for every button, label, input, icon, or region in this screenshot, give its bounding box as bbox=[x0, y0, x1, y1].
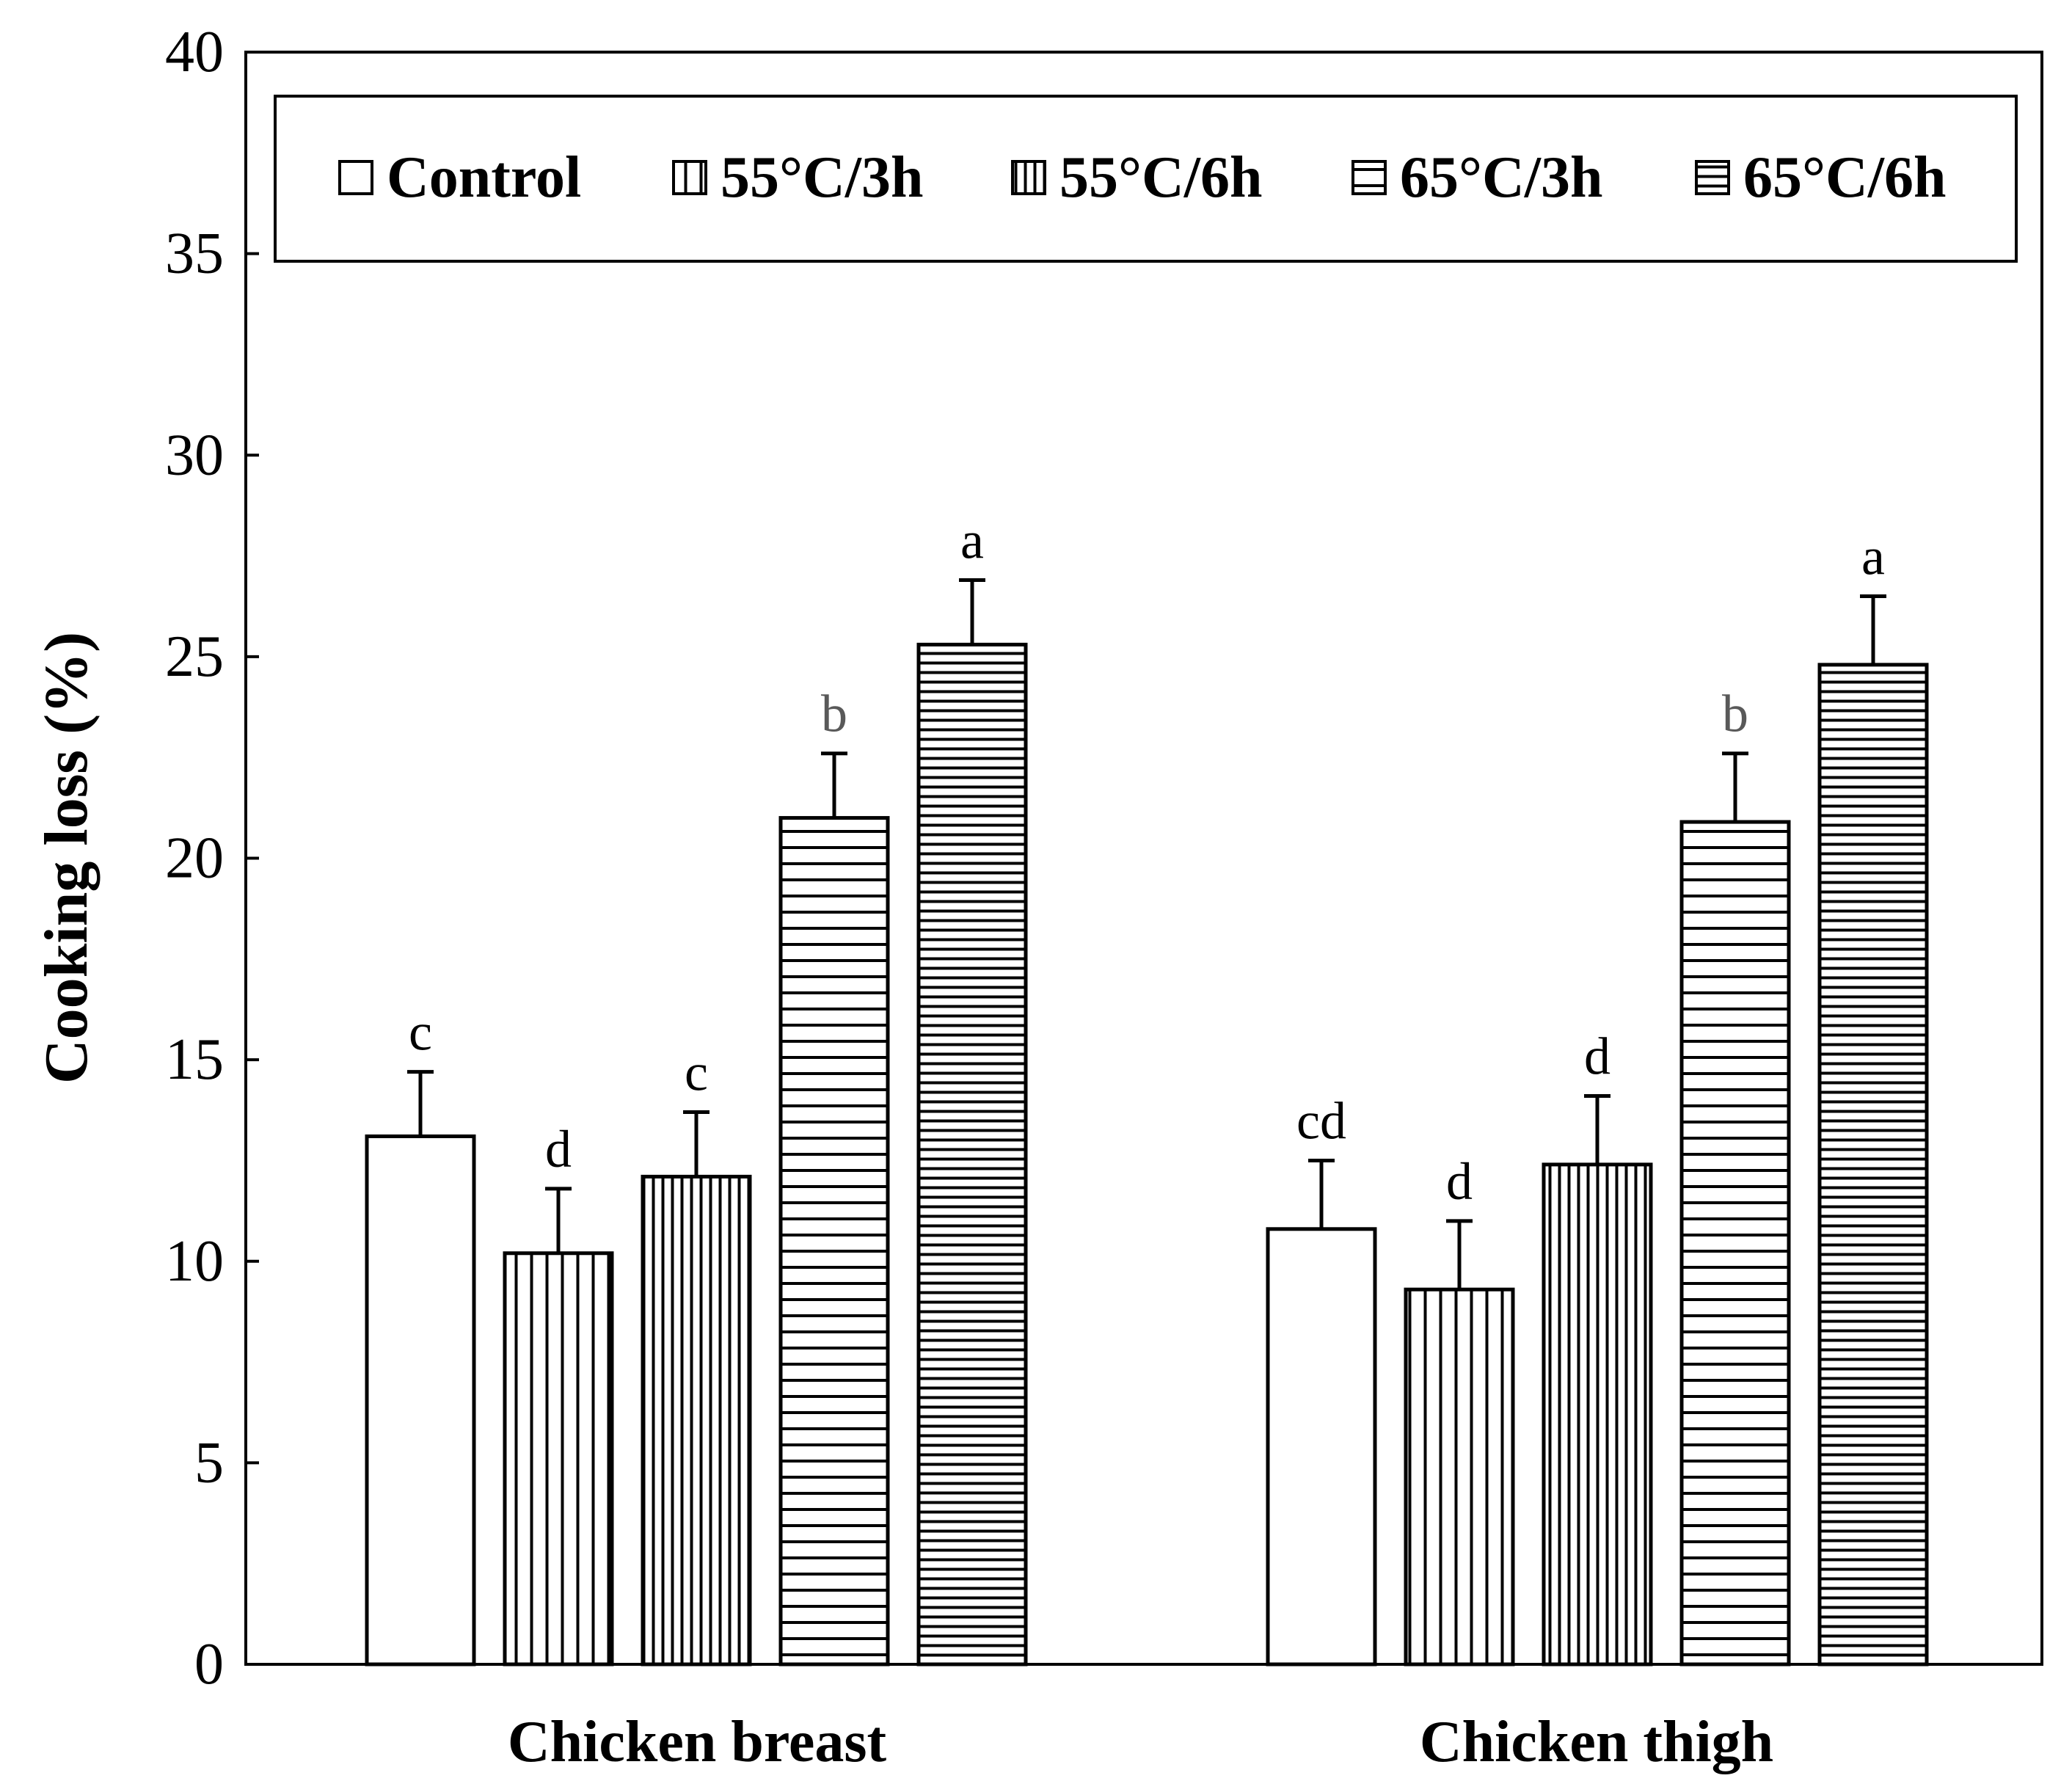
bar-chicken-breast-55c-6h bbox=[641, 1174, 752, 1667]
legend-label-55c-3h: 55°C/3h bbox=[721, 145, 923, 210]
bar-chicken-thigh-65c-6h bbox=[1817, 663, 1929, 1667]
significance-letter-chicken-thigh-65c-3h: b bbox=[1722, 685, 1748, 743]
y-tick-label-35: 35 bbox=[165, 222, 224, 286]
significance-letter-chicken-thigh-55c-6h: d bbox=[1584, 1027, 1610, 1086]
significance-letter-chicken-breast-65c-3h: b bbox=[821, 685, 847, 743]
legend-label-55c-6h: 55°C/6h bbox=[1059, 145, 1262, 210]
significance-letter-chicken-breast-55c-3h: d bbox=[545, 1120, 572, 1179]
legend-swatch-65c-3h bbox=[1351, 160, 1387, 195]
y-axis-label: Cooking loss (%) bbox=[32, 632, 101, 1084]
legend-item-55c-6h: 55°C/6h bbox=[1011, 145, 1262, 210]
bar-chicken-breast-control bbox=[365, 1134, 476, 1667]
legend-label-control: Control bbox=[387, 145, 581, 210]
legend-item-control: Control bbox=[338, 145, 581, 210]
y-tick-label-40: 40 bbox=[165, 20, 224, 84]
legend-swatch-55c-3h bbox=[672, 160, 707, 195]
bar-chicken-breast-65c-6h bbox=[916, 642, 1028, 1667]
legend-swatch-65c-6h bbox=[1695, 160, 1730, 195]
y-tick-label-10: 10 bbox=[165, 1229, 224, 1294]
y-tick-label-15: 15 bbox=[165, 1027, 224, 1092]
bar-chicken-thigh-55c-3h bbox=[1404, 1287, 1515, 1667]
significance-letter-chicken-breast-65c-6h: a bbox=[960, 511, 984, 570]
y-tick-label-30: 30 bbox=[165, 423, 224, 487]
y-tick-label-5: 5 bbox=[194, 1430, 224, 1495]
y-tick-label-25: 25 bbox=[165, 624, 224, 689]
y-axis: 0 5 10 15 20 25 30 35 40 bbox=[165, 20, 259, 1697]
legend: Control 55°C/3h 55°C/6h 65°C/3h 65°C/6h bbox=[274, 95, 2018, 263]
legend-label-65c-6h: 65°C/6h bbox=[1743, 145, 1946, 210]
legend-item-55c-3h: 55°C/3h bbox=[672, 145, 923, 210]
bar-chicken-breast-55c-3h bbox=[503, 1251, 614, 1667]
legend-swatch-55c-6h bbox=[1011, 160, 1046, 195]
y-tick-label-20: 20 bbox=[165, 826, 224, 891]
x-tick-label-chicken-thigh: Chicken thigh bbox=[1420, 1710, 1773, 1774]
bar-chicken-thigh-55c-6h bbox=[1542, 1162, 1653, 1667]
bar-chicken-thigh-control bbox=[1266, 1227, 1377, 1667]
bar-chicken-breast-65c-3h bbox=[778, 816, 890, 1667]
significance-letter-chicken-thigh-65c-6h: a bbox=[1861, 527, 1885, 586]
legend-item-65c-3h: 65°C/3h bbox=[1351, 145, 1602, 210]
significance-letter-chicken-thigh-55c-3h: d bbox=[1446, 1152, 1473, 1211]
significance-letter-chicken-thigh-control: cd bbox=[1296, 1091, 1346, 1150]
legend-swatch-control bbox=[338, 160, 373, 195]
significance-letter-chicken-breast-control: c bbox=[409, 1003, 432, 1062]
y-tick-label-0: 0 bbox=[194, 1632, 224, 1697]
legend-item-65c-6h: 65°C/6h bbox=[1695, 145, 1946, 210]
significance-letter-chicken-breast-55c-6h: c bbox=[685, 1043, 708, 1102]
x-tick-label-chicken-breast: Chicken breast bbox=[508, 1710, 887, 1774]
legend-label-65c-3h: 65°C/3h bbox=[1400, 145, 1602, 210]
bar-chicken-thigh-65c-3h bbox=[1679, 820, 1791, 1667]
